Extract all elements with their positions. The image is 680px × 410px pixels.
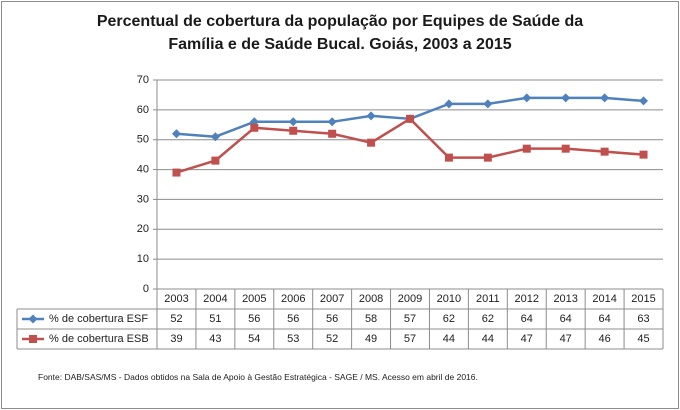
- y-tick-label: 0: [143, 283, 149, 295]
- y-tick-label: 30: [137, 193, 149, 205]
- table-value: 58: [365, 313, 377, 325]
- table-value: 56: [287, 313, 299, 325]
- x-tick-label: 2013: [553, 293, 577, 305]
- table-value: 44: [443, 333, 455, 345]
- data-point: [171, 129, 181, 139]
- data-point: [444, 99, 454, 109]
- table-value: 39: [170, 333, 182, 345]
- data-point: [250, 123, 259, 132]
- x-tick-label: 2004: [203, 293, 227, 305]
- table-value: 64: [598, 313, 610, 325]
- table-value: 52: [326, 333, 338, 345]
- x-tick-label: 2014: [592, 293, 616, 305]
- data-point: [366, 111, 376, 121]
- y-tick-label: 60: [137, 104, 149, 116]
- table-value: 47: [521, 333, 533, 345]
- x-tick-label: 2005: [242, 293, 266, 305]
- table-value: 63: [637, 313, 649, 325]
- data-point: [561, 144, 570, 153]
- chart-title-line-2: Família e de Saúde Bucal. Goiás, 2003 a …: [168, 36, 512, 53]
- table-value: 54: [248, 333, 260, 345]
- data-point: [483, 153, 492, 162]
- table-value: 52: [170, 313, 182, 325]
- table-value: 56: [326, 313, 338, 325]
- chart-title-line-1: Percentual de cobertura da população por…: [96, 13, 584, 30]
- table-value: 51: [209, 313, 221, 325]
- x-tick-label: 2012: [515, 293, 539, 305]
- axes: [153, 79, 158, 290]
- data-point: [600, 147, 609, 156]
- x-tick-label: 2003: [164, 293, 188, 305]
- data-point: [288, 117, 298, 127]
- y-tick-label: 40: [137, 163, 149, 175]
- data-point: [639, 150, 648, 159]
- data-point: [561, 93, 571, 103]
- legend-label: % de cobertura ESB: [49, 333, 149, 345]
- table-value: 62: [443, 313, 455, 325]
- gridlines: [157, 79, 663, 260]
- data-point: [211, 156, 220, 165]
- y-tick-label: 20: [137, 223, 149, 235]
- data-point: [210, 132, 220, 142]
- table-value: 57: [404, 313, 416, 325]
- data-point: [328, 129, 337, 138]
- x-tick-label: 2015: [631, 293, 655, 305]
- table-value: 64: [521, 313, 533, 325]
- y-tick-label: 50: [137, 134, 149, 146]
- y-tick-labels: 0 10 20 30 40 50 60 70: [137, 74, 149, 295]
- data-point: [172, 168, 181, 177]
- legend-key-marker: [29, 335, 37, 343]
- legend-label: % de cobertura ESF: [49, 313, 148, 325]
- table-value: 43: [209, 333, 221, 345]
- chart-title: Percentual de cobertura da população por…: [0, 10, 680, 56]
- x-tick-label: 2009: [398, 293, 422, 305]
- data-point: [289, 126, 298, 135]
- data-point: [600, 93, 610, 103]
- data-point: [406, 114, 414, 123]
- data-table: 2003 2004 2005 2006 2007 2008 2009 2010 2011 2012…: [16, 288, 664, 350]
- x-tick-label: 2008: [359, 293, 383, 305]
- data-point: [522, 93, 532, 103]
- source-note: Fonte: DAB/SAS/MS - Dados obtidos na Sal…: [38, 372, 478, 382]
- data-point: [444, 153, 453, 162]
- data-point: [327, 117, 337, 127]
- series-lines: [171, 93, 649, 177]
- table-value: 44: [482, 333, 494, 345]
- table-value: 62: [482, 313, 494, 325]
- table-value: 56: [248, 313, 260, 325]
- data-point: [483, 99, 493, 109]
- data-point: [522, 144, 531, 153]
- x-tick-label: 2010: [437, 293, 461, 305]
- data-point: [639, 96, 649, 106]
- x-tick-label: 2006: [281, 293, 305, 305]
- table-value: 49: [365, 333, 377, 345]
- y-tick-label: 70: [137, 74, 149, 86]
- table-value: 53: [287, 333, 299, 345]
- y-tick-label: 10: [137, 253, 149, 265]
- table-value: 47: [560, 333, 572, 345]
- table-value: 46: [598, 333, 610, 345]
- x-tick-label: 2011: [476, 293, 500, 305]
- series-line: [176, 117, 644, 174]
- table-value: 64: [560, 313, 572, 325]
- table-value: 57: [404, 333, 416, 345]
- legend-key-marker: [28, 314, 38, 324]
- table-value: 45: [637, 333, 649, 345]
- data-point: [367, 138, 376, 147]
- x-tick-label: 2007: [320, 293, 344, 305]
